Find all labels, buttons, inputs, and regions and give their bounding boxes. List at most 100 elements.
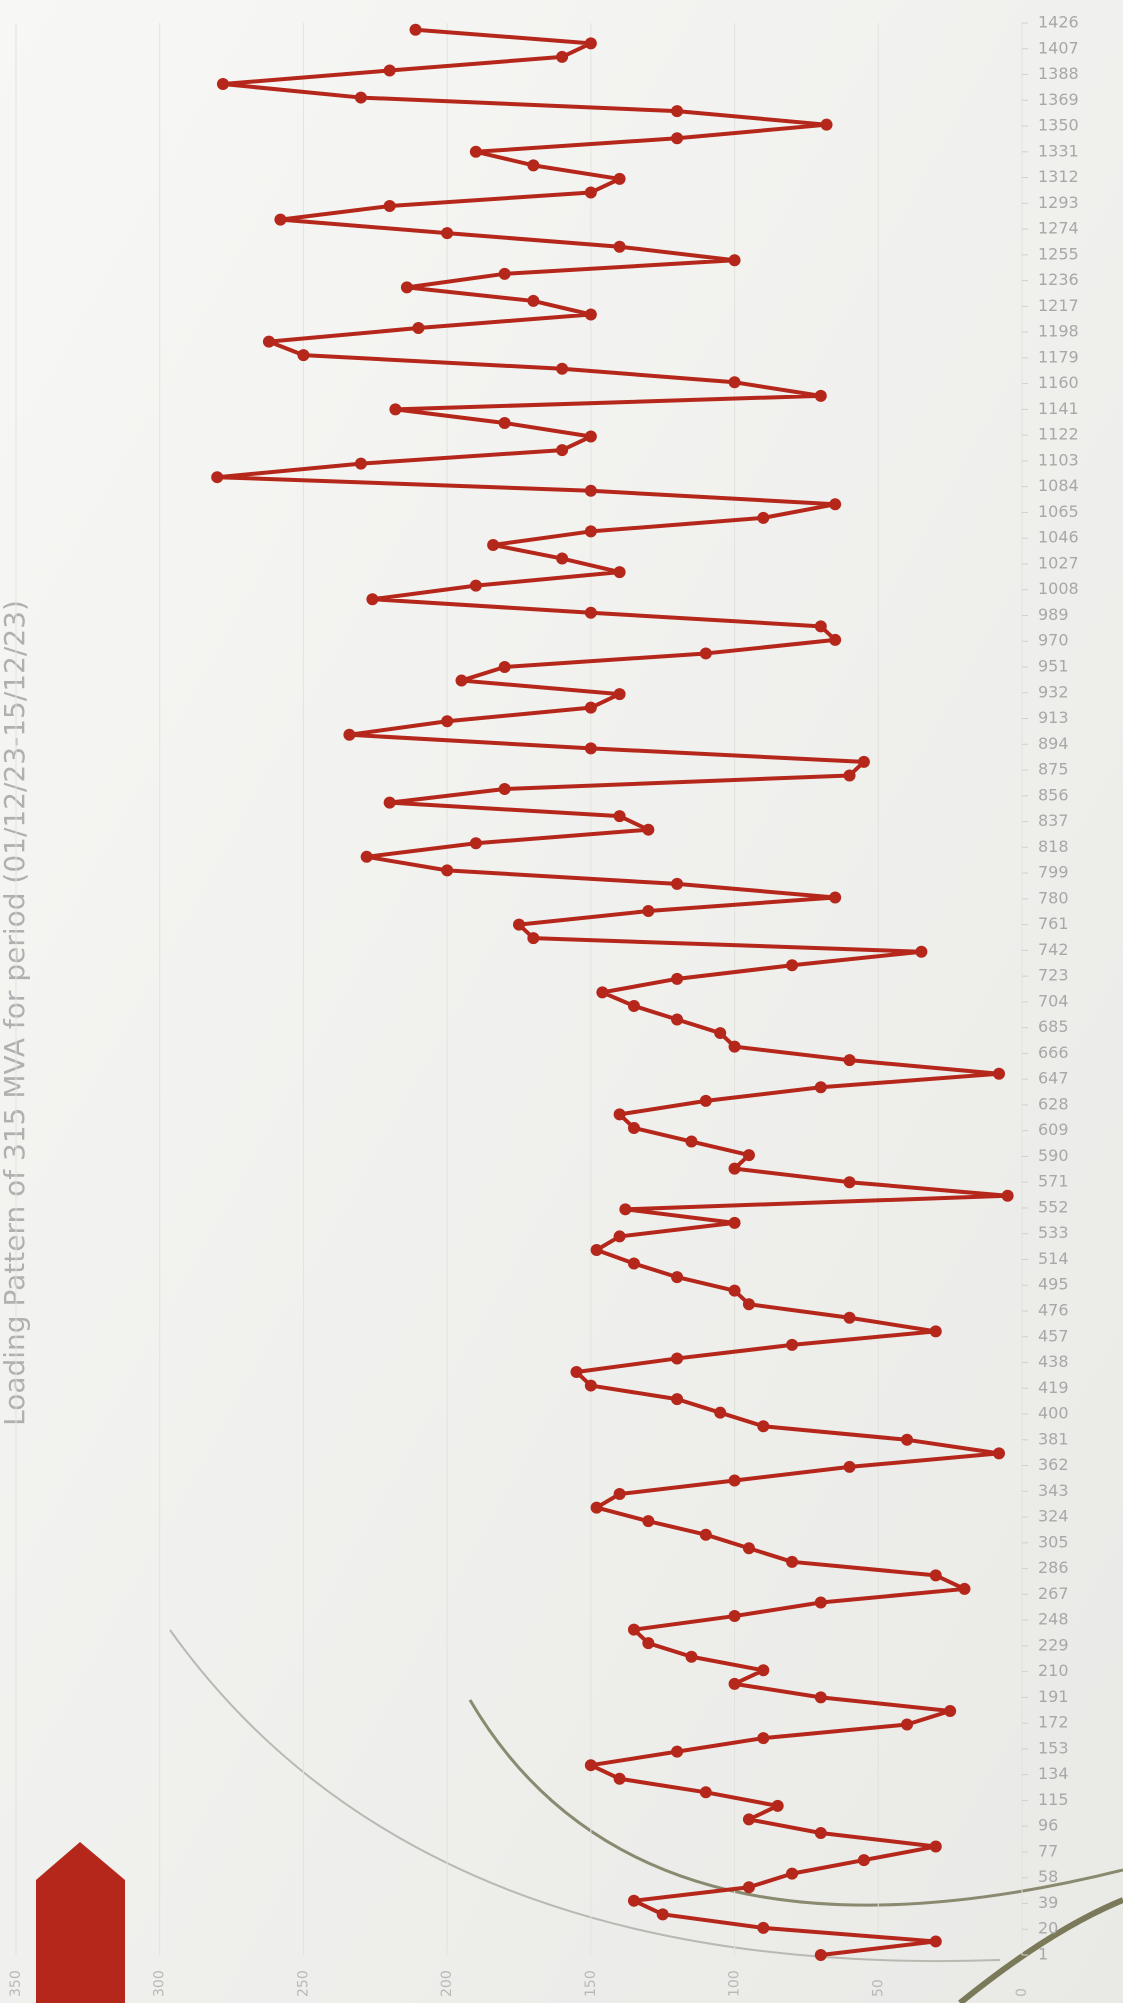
point — [584, 606, 597, 619]
point — [699, 1094, 712, 1107]
point — [274, 213, 287, 226]
point — [642, 1515, 655, 1528]
point — [584, 430, 597, 443]
point — [685, 1650, 698, 1663]
point — [596, 986, 609, 999]
point — [1001, 1189, 1014, 1202]
x-tick-label: 913 — [1038, 708, 1069, 727]
x-tick-label: 723 — [1038, 966, 1069, 985]
point — [671, 972, 684, 985]
point — [728, 376, 741, 389]
point — [728, 1610, 741, 1623]
x-tick-label: 894 — [1038, 734, 1069, 753]
x-tick-label: 324 — [1038, 1507, 1069, 1526]
decor-curve — [468, 1699, 1123, 1907]
point — [728, 1677, 741, 1690]
point — [613, 172, 626, 185]
x-tick-label: 533 — [1038, 1223, 1069, 1242]
x-tick-label: 1122 — [1038, 425, 1079, 444]
x-tick-label: 571 — [1038, 1172, 1069, 1191]
x-tick-label: 1027 — [1038, 553, 1079, 572]
x-tick-label: 267 — [1038, 1584, 1069, 1603]
point — [556, 362, 569, 375]
x-tick-label: 77 — [1038, 1841, 1058, 1860]
x-tick-label: 761 — [1038, 914, 1069, 933]
x-tick-label: 1312 — [1038, 167, 1079, 186]
x-tick-label: 1046 — [1038, 528, 1079, 547]
point — [843, 1176, 856, 1189]
point — [857, 1854, 870, 1867]
point — [915, 945, 928, 958]
point — [584, 308, 597, 321]
x-tick-label: 799 — [1038, 863, 1069, 882]
point — [498, 783, 511, 796]
point — [671, 1393, 684, 1406]
point — [498, 267, 511, 280]
x-tick-label: 172 — [1038, 1713, 1069, 1732]
point — [354, 457, 367, 470]
y-tick-label: 100 — [727, 1970, 743, 1997]
point — [820, 118, 833, 131]
point — [584, 1759, 597, 1772]
x-tick-label: 438 — [1038, 1352, 1069, 1371]
x-tick-label: 115 — [1038, 1790, 1069, 1809]
point — [627, 1623, 640, 1636]
plot: Loading Pattern of 315 MVA for period (0… — [0, 13, 1079, 1998]
point — [590, 1243, 603, 1256]
point — [901, 1433, 914, 1446]
point — [441, 227, 454, 240]
x-tick-label: 153 — [1038, 1738, 1069, 1757]
x-tick-label: 951 — [1038, 657, 1069, 676]
point — [728, 254, 741, 267]
y-tick-label: 200 — [439, 1970, 455, 1997]
x-tick-label: 210 — [1038, 1661, 1069, 1680]
x-tick-label: 514 — [1038, 1249, 1069, 1268]
point — [944, 1704, 957, 1717]
point — [786, 959, 799, 972]
point — [455, 674, 468, 687]
point — [354, 91, 367, 104]
point — [929, 1840, 942, 1853]
point — [412, 322, 425, 335]
x-tick-label: 58 — [1038, 1867, 1058, 1886]
x-tick-label: 419 — [1038, 1378, 1069, 1397]
point — [685, 1135, 698, 1148]
x-tick-label: 666 — [1038, 1043, 1069, 1062]
point — [570, 1366, 583, 1379]
point — [556, 444, 569, 457]
x-tick-label: 1350 — [1038, 116, 1079, 135]
point — [383, 796, 396, 809]
point — [843, 1311, 856, 1324]
x-tick-label: 970 — [1038, 631, 1069, 650]
x-tick-label: 1217 — [1038, 296, 1079, 315]
point — [527, 932, 540, 945]
point — [857, 755, 870, 768]
point — [627, 999, 640, 1012]
x-tick-label: 305 — [1038, 1532, 1069, 1551]
point — [469, 579, 482, 592]
y-tick-label: 300 — [152, 1970, 168, 1997]
point — [671, 877, 684, 890]
x-tick-label: 400 — [1038, 1404, 1069, 1423]
decor-arrow — [36, 1842, 125, 2003]
x-tick-label: 1426 — [1038, 13, 1079, 32]
x-tick-label: 362 — [1038, 1455, 1069, 1474]
point — [814, 1081, 827, 1094]
point — [343, 728, 356, 741]
point — [642, 1637, 655, 1650]
point — [958, 1582, 971, 1595]
y-tick-label: 350 — [8, 1970, 24, 1997]
point — [627, 1121, 640, 1134]
point — [699, 1528, 712, 1541]
point — [409, 23, 422, 36]
x-tick-label: 1274 — [1038, 219, 1079, 238]
point — [400, 281, 413, 294]
point — [613, 1108, 626, 1121]
point — [498, 416, 511, 429]
point — [728, 1284, 741, 1297]
x-tick-label: 609 — [1038, 1120, 1069, 1139]
x-tick-label: 134 — [1038, 1764, 1069, 1783]
x-tick-label: 1141 — [1038, 399, 1079, 418]
point — [366, 593, 379, 606]
